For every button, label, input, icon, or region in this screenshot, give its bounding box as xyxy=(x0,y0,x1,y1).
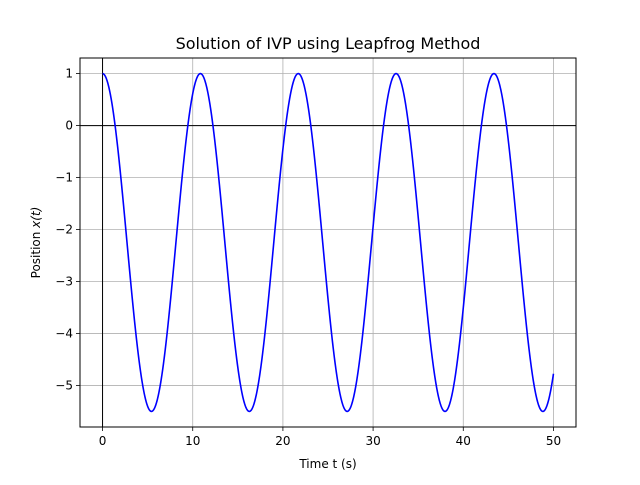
y-tick-label: −5 xyxy=(55,378,73,392)
y-axis-label: Position x(t) xyxy=(29,207,43,279)
y-axis-label-prefix: Position xyxy=(29,228,43,279)
chart-title: Solution of IVP using Leapfrog Method xyxy=(176,34,481,53)
plot-frame xyxy=(79,57,577,428)
y-tick-label: −3 xyxy=(55,274,73,288)
x-tick-label: 50 xyxy=(546,434,561,448)
series-layer xyxy=(102,72,555,413)
series-line xyxy=(102,72,555,413)
x-tick-label: 40 xyxy=(456,434,471,448)
y-tick-label: 0 xyxy=(65,119,73,133)
x-tick-label: 20 xyxy=(275,434,290,448)
x-axis-label: Time t (s) xyxy=(298,457,356,471)
y-tick-label: 1 xyxy=(65,67,73,81)
y-tick-label: −2 xyxy=(55,223,73,237)
y-tick-label: −1 xyxy=(55,171,73,185)
x-tick-label: 10 xyxy=(185,434,200,448)
y-axis-label-math: x(t) xyxy=(29,207,43,229)
x-tick-label: 30 xyxy=(365,434,380,448)
y-tick-label: −4 xyxy=(55,326,73,340)
reference-lines xyxy=(80,58,576,427)
x-tick-label: 0 xyxy=(99,434,107,448)
grid-layer xyxy=(80,58,576,427)
